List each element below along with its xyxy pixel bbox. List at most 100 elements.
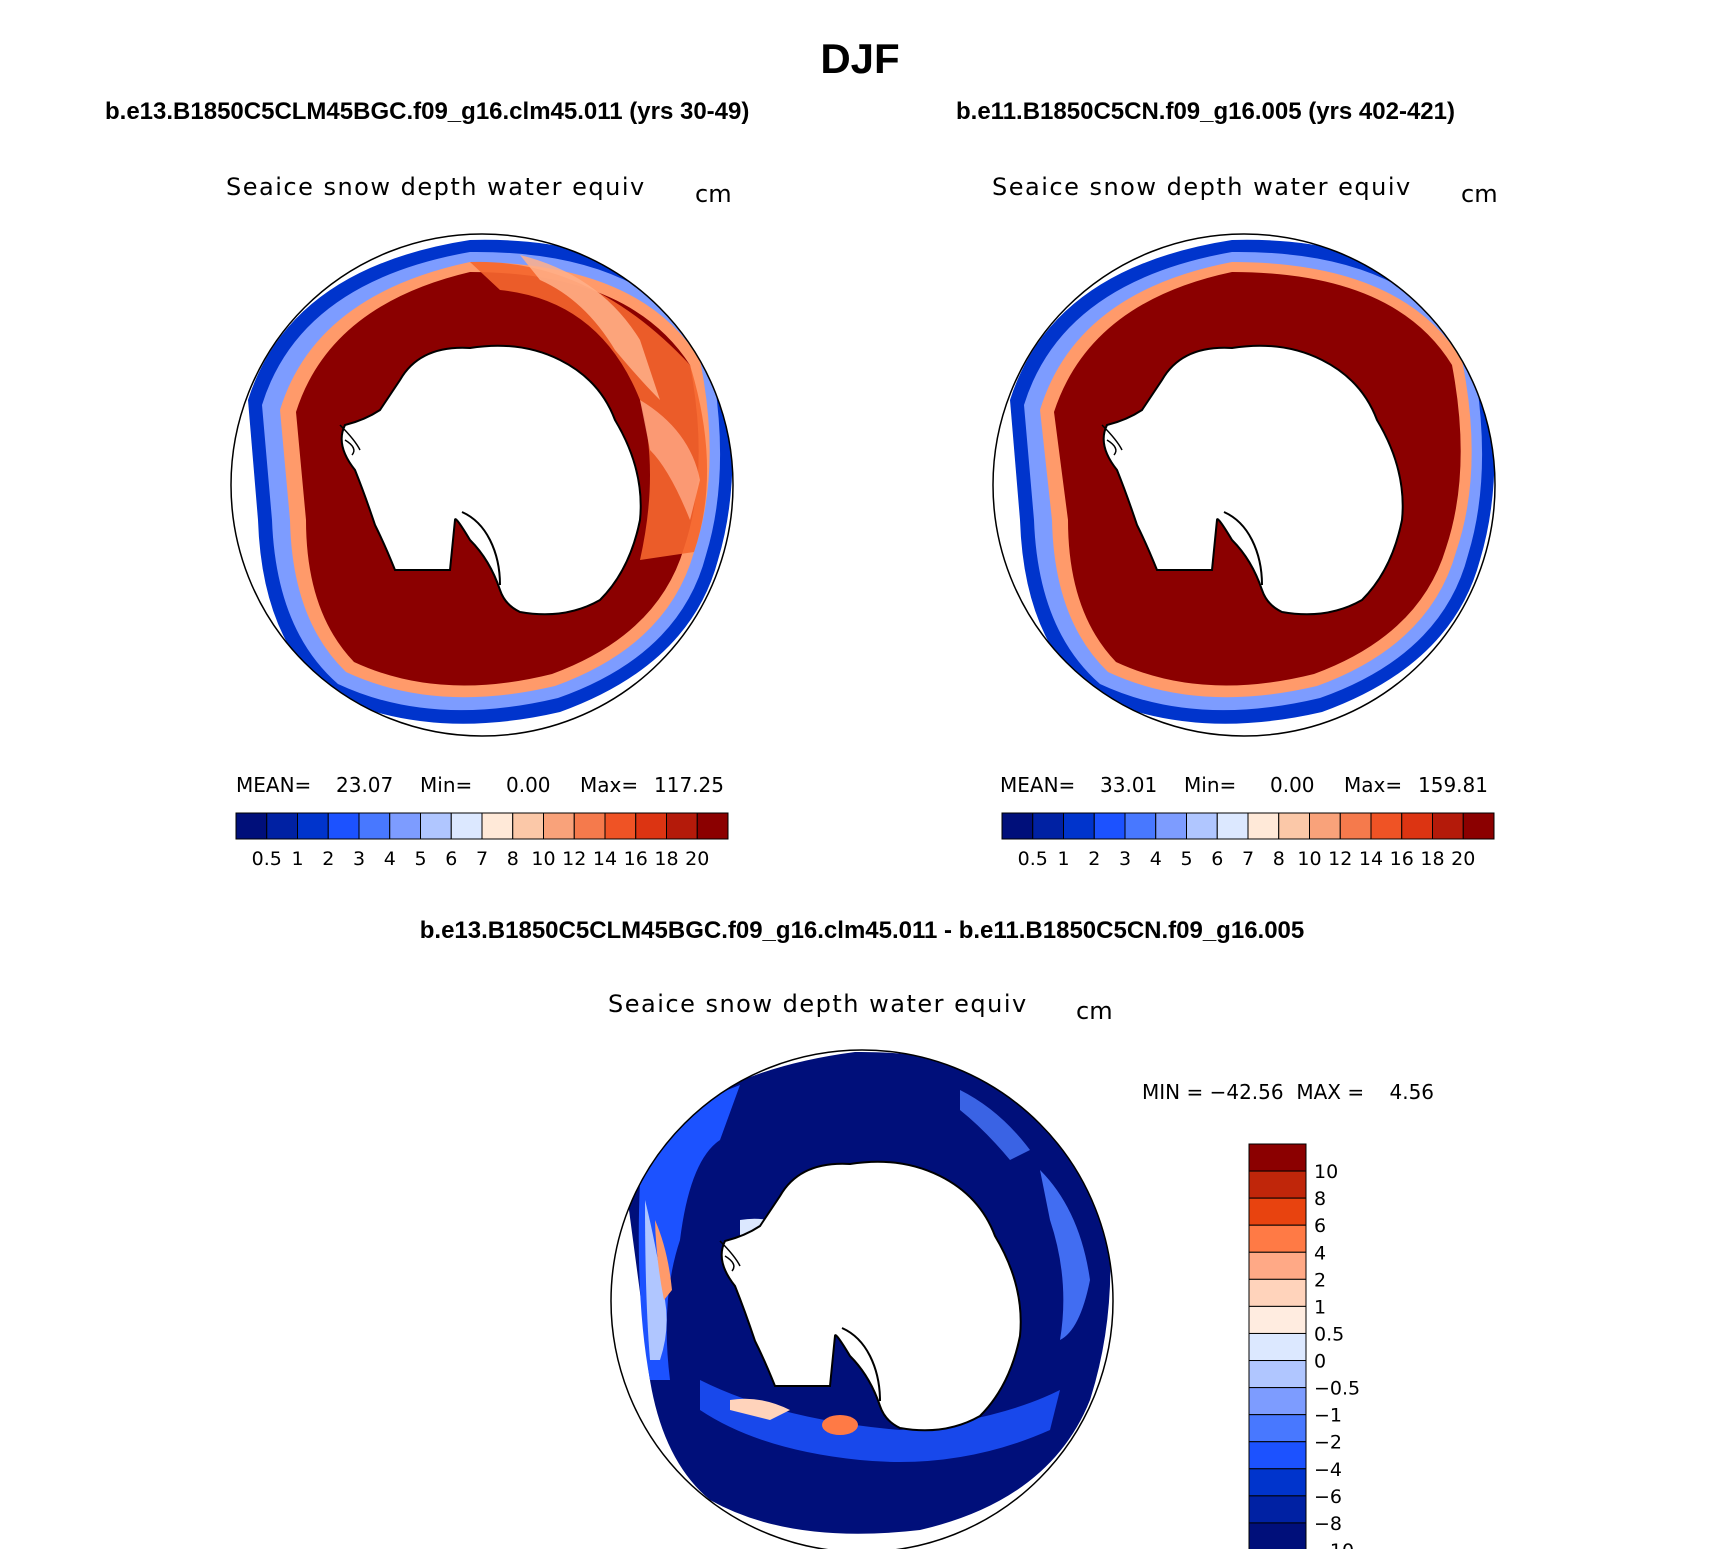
colorbar-label: 4 <box>1150 848 1162 870</box>
colorbar-label: 0.5 <box>252 848 282 870</box>
colorbar-swatch <box>1248 1441 1307 1470</box>
colorbar-label: 8 <box>1314 1188 1326 1210</box>
mean-value: 23.07 <box>336 773 393 797</box>
colorbar-label: 0.5 <box>1314 1323 1344 1345</box>
max-label: Max= <box>1344 773 1402 797</box>
colorbar-label: −0.5 <box>1314 1378 1360 1400</box>
max-value: 117.25 <box>654 773 724 797</box>
colorbar-label: 3 <box>1119 848 1131 870</box>
colorbar-swatch <box>1093 812 1126 840</box>
colorbar-swatch <box>604 812 637 840</box>
colorbar-label: 20 <box>1451 848 1475 870</box>
colorbar-swatch <box>235 812 268 840</box>
antarctica-right <box>1102 344 1404 616</box>
colorbar-label: 2 <box>322 848 334 870</box>
colorbar-swatch <box>1248 1143 1307 1172</box>
colorbar-label: −6 <box>1314 1486 1342 1508</box>
min-value: 0.00 <box>506 773 551 797</box>
colorbar-right: 0.5 1 2 3 4 5 6 7 8 10 12 14 16 18 20 <box>1001 812 1495 870</box>
stats-right: MEAN= 33.01 Min= 0.00 Max= 159.81 <box>1000 773 1488 797</box>
colorbar-swatch <box>666 812 698 840</box>
colorbar-swatch <box>1248 1495 1307 1524</box>
colorbar-label: 18 <box>1420 848 1444 870</box>
colorbar-label: 16 <box>624 848 648 870</box>
colorbar-left: 0.5 1 2 3 4 5 6 7 8 10 12 14 16 18 20 <box>235 812 729 870</box>
colorbar-swatch <box>1309 812 1341 840</box>
colorbar-label: 6 <box>1314 1215 1326 1237</box>
colorbar-label: 20 <box>685 848 709 870</box>
colorbar-label: 4 <box>1314 1242 1326 1264</box>
colorbar-label: −8 <box>1314 1513 1342 1535</box>
min-label: Min= <box>1184 773 1236 797</box>
min-value: 0.00 <box>1270 773 1315 797</box>
colorbar-label: −1 <box>1314 1405 1342 1427</box>
colorbar-swatch <box>1248 1522 1307 1549</box>
colorbar-swatch <box>1248 1278 1307 1307</box>
variable-title-left: Seaice snow depth water equiv <box>226 173 646 201</box>
colorbar-swatch <box>1248 1414 1307 1443</box>
colorbar-label: 14 <box>1359 848 1383 870</box>
colorbar-swatch <box>1001 812 1034 840</box>
colorbar-swatch <box>1248 1332 1307 1362</box>
colorbar-label: 8 <box>507 848 519 870</box>
colorbar-swatch <box>1216 812 1249 840</box>
panel-left: b.e13.B1850C5CLM45BGC.f09_g16.clm45.011 … <box>105 98 749 870</box>
colorbar-swatch <box>481 812 514 840</box>
colorbar-label: 10 <box>1297 848 1321 870</box>
colorbar-swatch <box>389 812 421 840</box>
colorbar-label: 4 <box>384 848 396 870</box>
colorbar-swatch <box>420 812 452 840</box>
colorbar-label: 1 <box>1314 1296 1326 1318</box>
diff-units: cm <box>1076 997 1113 1025</box>
colorbar-swatch <box>266 812 298 840</box>
colorbar-swatch <box>327 812 360 840</box>
colorbar-swatch <box>1339 812 1372 840</box>
colorbar-swatch <box>1248 1197 1307 1226</box>
polar-map-right <box>992 233 1496 737</box>
variable-title-right: Seaice snow depth water equiv <box>992 173 1412 201</box>
colorbar-label: 2 <box>1314 1269 1326 1291</box>
colorbar-label: 8 <box>1273 848 1285 870</box>
colorbar-label: 18 <box>654 848 678 870</box>
colorbar-swatch <box>297 812 329 840</box>
max-label: Max= <box>580 773 638 797</box>
colorbar-label: 12 <box>562 848 586 870</box>
colorbar-label: 16 <box>1390 848 1414 870</box>
colorbar-label: 0.5 <box>1018 848 1048 870</box>
colorbar-swatch <box>1186 812 1218 840</box>
units-left: cm <box>695 180 732 208</box>
panel-difference: b.e13.B1850C5CLM45BGC.f09_g16.clm45.011 … <box>420 917 1434 1549</box>
min-label: Min= <box>420 773 472 797</box>
colorbar-label: 6 <box>1211 848 1223 870</box>
colorbar-label: −2 <box>1314 1432 1342 1454</box>
colorbar-swatch <box>450 812 483 840</box>
colorbar-swatch <box>1248 1170 1307 1199</box>
colorbar-label: 5 <box>414 848 426 870</box>
colorbar-label: −4 <box>1314 1459 1342 1481</box>
max-value: 159.81 <box>1418 773 1488 797</box>
antarctica-left <box>340 344 642 616</box>
colorbar-swatch <box>512 812 544 840</box>
colorbar-swatch <box>1401 812 1433 840</box>
case-title-right: b.e11.B1850C5CN.f09_g16.005 (yrs 402-421… <box>956 98 1455 125</box>
colorbar-label: 6 <box>445 848 457 870</box>
mean-label: MEAN= <box>1000 773 1075 797</box>
diff-variable-title: Seaice snow depth water equiv <box>608 990 1028 1018</box>
colorbar-swatch <box>1248 1360 1307 1389</box>
diff-case-title: b.e13.B1850C5CLM45BGC.f09_g16.clm45.011 … <box>420 917 1305 944</box>
colorbar-label: 14 <box>593 848 617 870</box>
colorbar-swatch <box>1462 812 1495 840</box>
colorbar-swatch <box>358 812 391 840</box>
colorbar-swatch <box>1063 812 1095 840</box>
colorbar-swatch <box>1248 1224 1307 1253</box>
panel-right: b.e11.B1850C5CN.f09_g16.005 (yrs 402-421… <box>956 98 1498 870</box>
colorbar-swatch <box>1248 1387 1307 1416</box>
colorbar-label: −10 <box>1314 1540 1354 1549</box>
colorbar-swatch <box>1248 1251 1307 1280</box>
colorbar-label: 2 <box>1088 848 1100 870</box>
colorbar-label: 0 <box>1314 1351 1326 1373</box>
colorbar-swatch <box>1155 812 1187 840</box>
colorbar-label: 10 <box>531 848 555 870</box>
colorbar-label: 3 <box>353 848 365 870</box>
